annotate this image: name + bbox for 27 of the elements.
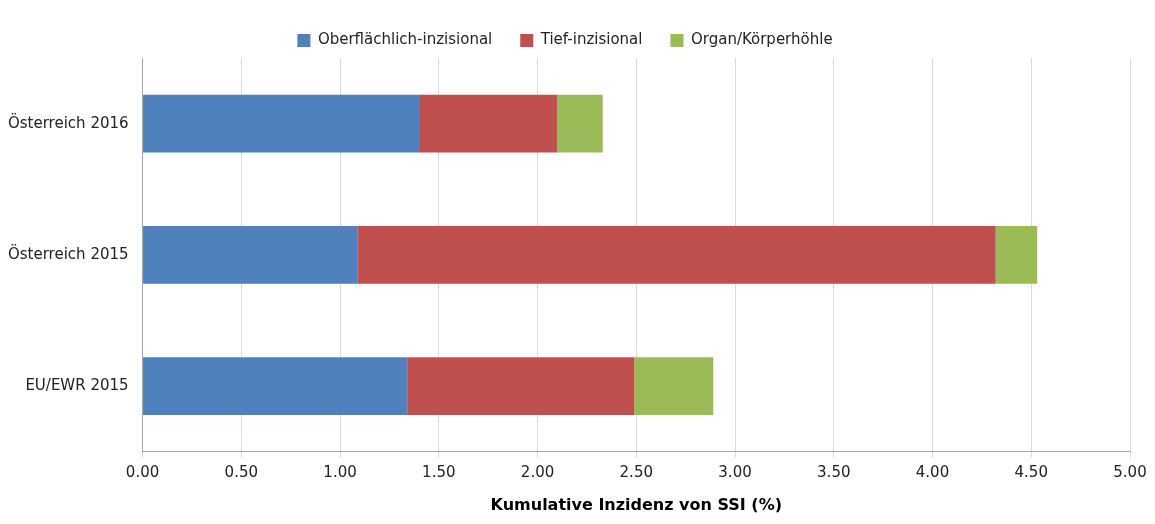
- y-tick-label: Österreich 2016: [7, 112, 129, 132]
- x-tick-label: 4.50: [1014, 462, 1048, 481]
- x-tick-label: 3.50: [817, 462, 851, 481]
- x-tick-label: 1.00: [323, 462, 357, 481]
- y-tick-label: EU/EWR 2015: [25, 376, 129, 395]
- x-tick-label: 0.50: [224, 462, 259, 481]
- legend-label: Organ/Körperhöhle: [690, 30, 833, 49]
- x-tick-label: 0.00: [125, 462, 160, 481]
- x-tick-label: 3.00: [718, 462, 752, 481]
- bar: [407, 357, 635, 416]
- bar: [143, 357, 408, 416]
- bar: [143, 226, 358, 284]
- y-tick-label: Österreich 2015: [7, 243, 129, 263]
- x-axis-title: Kumulative Inzidenz von SSI (%): [490, 494, 783, 514]
- bar: [357, 226, 996, 284]
- bar: [995, 226, 1038, 284]
- bar: [557, 94, 603, 153]
- x-tick-label: 2.00: [520, 462, 555, 481]
- x-tick-label: 1.50: [422, 462, 456, 481]
- legend-label: Tief-inzisional: [539, 30, 643, 49]
- x-tick-label: 5.00: [1113, 462, 1147, 481]
- bar: [419, 94, 558, 153]
- legend-label: Oberflächlich-inzisional: [317, 30, 493, 49]
- x-tick-label: 2.50: [619, 462, 653, 481]
- x-tick-label: 4.00: [915, 462, 950, 481]
- bar: [143, 94, 420, 153]
- bar: [634, 357, 714, 416]
